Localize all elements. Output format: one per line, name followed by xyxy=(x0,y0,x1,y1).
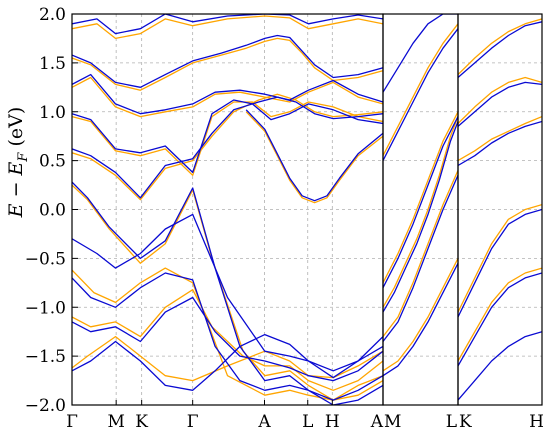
y-tick-label: −2.0 xyxy=(25,396,66,416)
band-line xyxy=(457,21,542,78)
x-tick-label: K xyxy=(135,412,148,432)
y-tick-labels: −2.0 −1.5 −1.0 −0.5 0.0 0.5 1.0 1.5 2.0 xyxy=(25,5,66,416)
band-line xyxy=(457,76,542,124)
frame-layer xyxy=(71,13,543,406)
band-line xyxy=(72,34,384,88)
y-tick-label: 1.0 xyxy=(39,103,66,123)
band-line xyxy=(457,331,542,401)
band-line xyxy=(382,111,459,284)
band-line xyxy=(382,121,459,313)
panel-frame xyxy=(457,13,543,406)
band-line xyxy=(382,175,459,342)
x-tick-label: A xyxy=(370,412,384,432)
band-line xyxy=(245,111,384,204)
y-tick-label: 0.0 xyxy=(39,201,66,221)
y-label-e: E xyxy=(5,203,27,218)
band-line xyxy=(382,23,459,156)
band-line xyxy=(72,213,384,372)
band-line xyxy=(72,267,384,401)
band-line xyxy=(457,267,542,362)
band-line xyxy=(382,28,459,161)
y-tick-label: 1.5 xyxy=(39,54,66,74)
y-tick-label: −1.0 xyxy=(25,298,66,318)
y-tick-label: 2.0 xyxy=(39,5,66,25)
x-tick-label: L xyxy=(446,412,457,432)
band-line xyxy=(72,37,384,91)
band-line xyxy=(72,73,384,115)
y-label-unit: (eV) xyxy=(5,107,27,153)
band-line xyxy=(382,14,458,93)
band-line xyxy=(72,96,384,199)
band-line xyxy=(382,116,459,288)
band-line xyxy=(457,81,542,127)
x-tick-label: M xyxy=(107,412,124,432)
band-line xyxy=(72,14,384,35)
x-tick-label: M xyxy=(384,412,401,432)
band-line xyxy=(457,120,542,167)
band-line xyxy=(457,115,542,162)
y-label-ef: E xyxy=(5,161,27,176)
band-line xyxy=(382,263,459,377)
y-tick-label: −0.5 xyxy=(25,249,66,269)
band-line xyxy=(457,203,542,313)
x-tick-label: Γ xyxy=(66,412,78,432)
band-line xyxy=(72,93,384,201)
y-axis-label: E − EF (eV) xyxy=(5,107,31,219)
band-line xyxy=(245,109,384,202)
y-tick-label: 0.5 xyxy=(39,152,66,172)
band-line xyxy=(72,181,384,405)
band-line xyxy=(72,76,384,118)
band-line xyxy=(72,15,384,40)
grid-layer xyxy=(71,13,543,406)
y-label-subscript: F xyxy=(16,152,31,163)
band-line xyxy=(382,170,459,337)
band-line xyxy=(72,296,384,382)
band-line xyxy=(72,184,384,401)
x-tick-label: H xyxy=(529,412,544,432)
band-line xyxy=(457,208,542,318)
x-tick-label: Γ xyxy=(187,412,199,432)
band-line xyxy=(382,116,459,308)
band-line xyxy=(382,258,459,372)
band-line xyxy=(457,18,542,76)
x-tick-label: K xyxy=(459,412,472,432)
band-line xyxy=(72,289,384,391)
band-line xyxy=(72,272,384,401)
band-line xyxy=(72,101,384,176)
band-layer xyxy=(72,14,542,405)
band-line xyxy=(457,272,542,367)
band-line xyxy=(72,99,384,174)
y-label-minus: − xyxy=(5,175,27,203)
x-tick-label: L xyxy=(302,412,313,432)
band-line xyxy=(72,333,384,391)
x-tick-label: H xyxy=(325,412,340,432)
x-tick-label: A xyxy=(257,412,271,432)
y-tick-label: −1.5 xyxy=(25,347,66,367)
